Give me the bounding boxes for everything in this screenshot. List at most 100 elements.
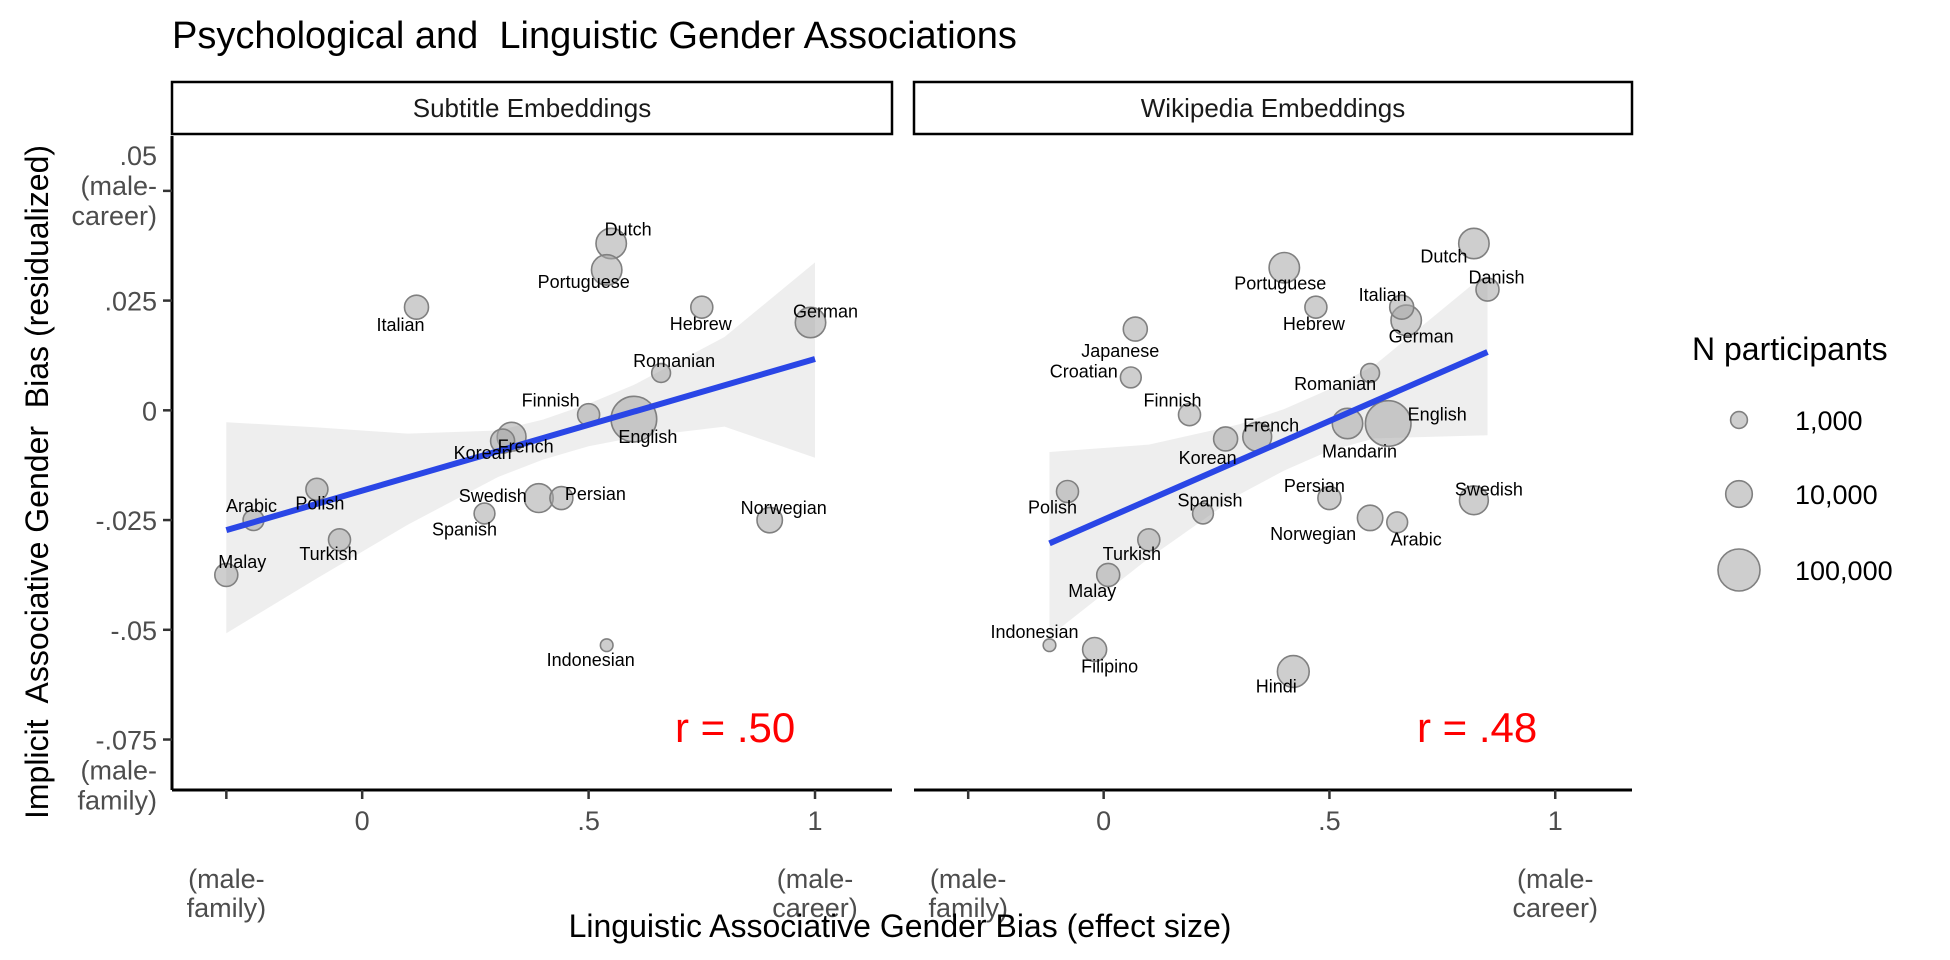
point-label: Hebrew — [1283, 314, 1346, 334]
legend: N participants 1,000 10,000 100,000 — [1692, 331, 1893, 592]
point-label: Swedish — [459, 486, 527, 506]
point-label: Korean — [1179, 448, 1237, 468]
regression-line — [1048, 349, 1489, 547]
data-point — [1356, 504, 1384, 532]
point-label: Arabic — [226, 496, 277, 516]
facet-strip-label: Subtitle Embeddings — [413, 93, 651, 123]
legend-key — [1724, 479, 1754, 509]
legend-key — [1717, 548, 1761, 592]
point-label: Malay — [218, 552, 266, 572]
regression-line — [225, 356, 816, 534]
correlation-label: r = .48 — [1417, 704, 1537, 751]
data-point — [794, 306, 827, 339]
point-label: French — [498, 437, 554, 457]
data-point — [1475, 277, 1500, 302]
point-label: Norwegian — [741, 498, 827, 518]
data-point — [1458, 485, 1490, 516]
point-label: Dutch — [1420, 247, 1467, 267]
x-tick-label: 0 — [355, 806, 370, 836]
panel-subtitle: Subtitle Embeddings Dutch Portuguese Italia… — [170, 80, 894, 923]
data-point — [1268, 251, 1301, 284]
x-tick-label: (male- — [930, 864, 1007, 894]
facet-strip — [912, 80, 1634, 136]
point-label: Italian — [1359, 285, 1407, 305]
point-label: Spanish — [432, 520, 497, 540]
y-axis-label: Implicit Associative Gender Bias (residu… — [19, 145, 55, 819]
data-point — [1317, 485, 1342, 511]
correlation-label: r = .50 — [675, 704, 795, 751]
data-point — [305, 477, 329, 502]
y-tick-label: career) — [71, 201, 157, 231]
point-label: English — [1408, 405, 1467, 425]
point-label: Portuguese — [538, 272, 630, 292]
point-label: German — [793, 302, 858, 322]
x-tick-label: career) — [1512, 893, 1598, 923]
point-label: Indonesian — [990, 622, 1078, 642]
x-tick-label: .5 — [1318, 806, 1341, 836]
point-label: French — [1243, 416, 1299, 436]
chart-title: Psychological and Linguistic Gender Asso… — [172, 15, 1017, 57]
point-label: Swedish — [1455, 479, 1523, 499]
data-point — [1095, 562, 1121, 588]
x-tick-label: family) — [928, 893, 1008, 923]
data-point — [1042, 638, 1057, 653]
point-label: Mandarin — [1322, 442, 1397, 462]
y-tick-label: (male- — [80, 756, 157, 786]
point-label: Indonesian — [547, 650, 635, 670]
data-point — [473, 502, 496, 525]
legend-label: 1,000 — [1795, 406, 1863, 436]
point-label: English — [618, 427, 677, 447]
data-point — [1276, 654, 1311, 689]
data-point — [523, 482, 554, 514]
point-label: Japanese — [1081, 341, 1159, 361]
point-label: Finnish — [522, 391, 580, 411]
data-point — [1081, 636, 1108, 663]
data-point — [214, 562, 239, 588]
x-axis-label: Linguistic Associative Gender Bias (effe… — [569, 908, 1232, 944]
legend-key — [1729, 410, 1749, 430]
point-label: Romanian — [633, 351, 715, 371]
data-point — [1457, 227, 1490, 260]
x-tick-label: 1 — [808, 806, 823, 836]
x-tick-label: (male- — [1517, 864, 1594, 894]
data-point — [599, 638, 614, 653]
data-point — [650, 362, 672, 384]
data-point — [1119, 366, 1143, 389]
x-tick-label: (male- — [188, 864, 265, 894]
y-tick-label: family) — [78, 786, 158, 816]
data-point — [1191, 502, 1215, 525]
legend-title: N participants — [1692, 331, 1888, 367]
point-label: Turkish — [299, 544, 357, 564]
point-label: Polish — [295, 493, 344, 513]
data-point — [1385, 511, 1409, 534]
data-point — [327, 527, 352, 552]
x-tick-label: career) — [772, 893, 858, 923]
data-point — [1388, 294, 1415, 321]
data-point — [756, 506, 784, 534]
point-label: Italian — [376, 315, 424, 335]
point-label: Polish — [1028, 498, 1077, 518]
legend-label: 10,000 — [1795, 480, 1878, 510]
data-point — [590, 253, 623, 286]
point-label: Portuguese — [1234, 274, 1326, 294]
y-tick-label: 0 — [142, 396, 157, 426]
point-label: Arabic — [1391, 529, 1442, 549]
point-label: Finnish — [1143, 391, 1201, 411]
point-label: Persian — [565, 484, 626, 504]
data-point — [1055, 479, 1080, 504]
y-tick-label: (male- — [80, 171, 157, 201]
x-tick-label: family) — [187, 893, 267, 923]
y-tick-label: .025 — [104, 287, 157, 317]
point-label: Persian — [1284, 476, 1345, 496]
data-point — [403, 294, 430, 321]
point-label: Spanish — [1177, 491, 1242, 511]
point-label: Dutch — [605, 220, 652, 240]
point-label: Croatian — [1050, 361, 1118, 381]
point-label: Korean — [454, 443, 512, 463]
data-point — [1364, 399, 1412, 448]
data-point — [1177, 402, 1202, 427]
point-label: Hebrew — [670, 314, 733, 334]
x-tick-label: .5 — [577, 806, 600, 836]
